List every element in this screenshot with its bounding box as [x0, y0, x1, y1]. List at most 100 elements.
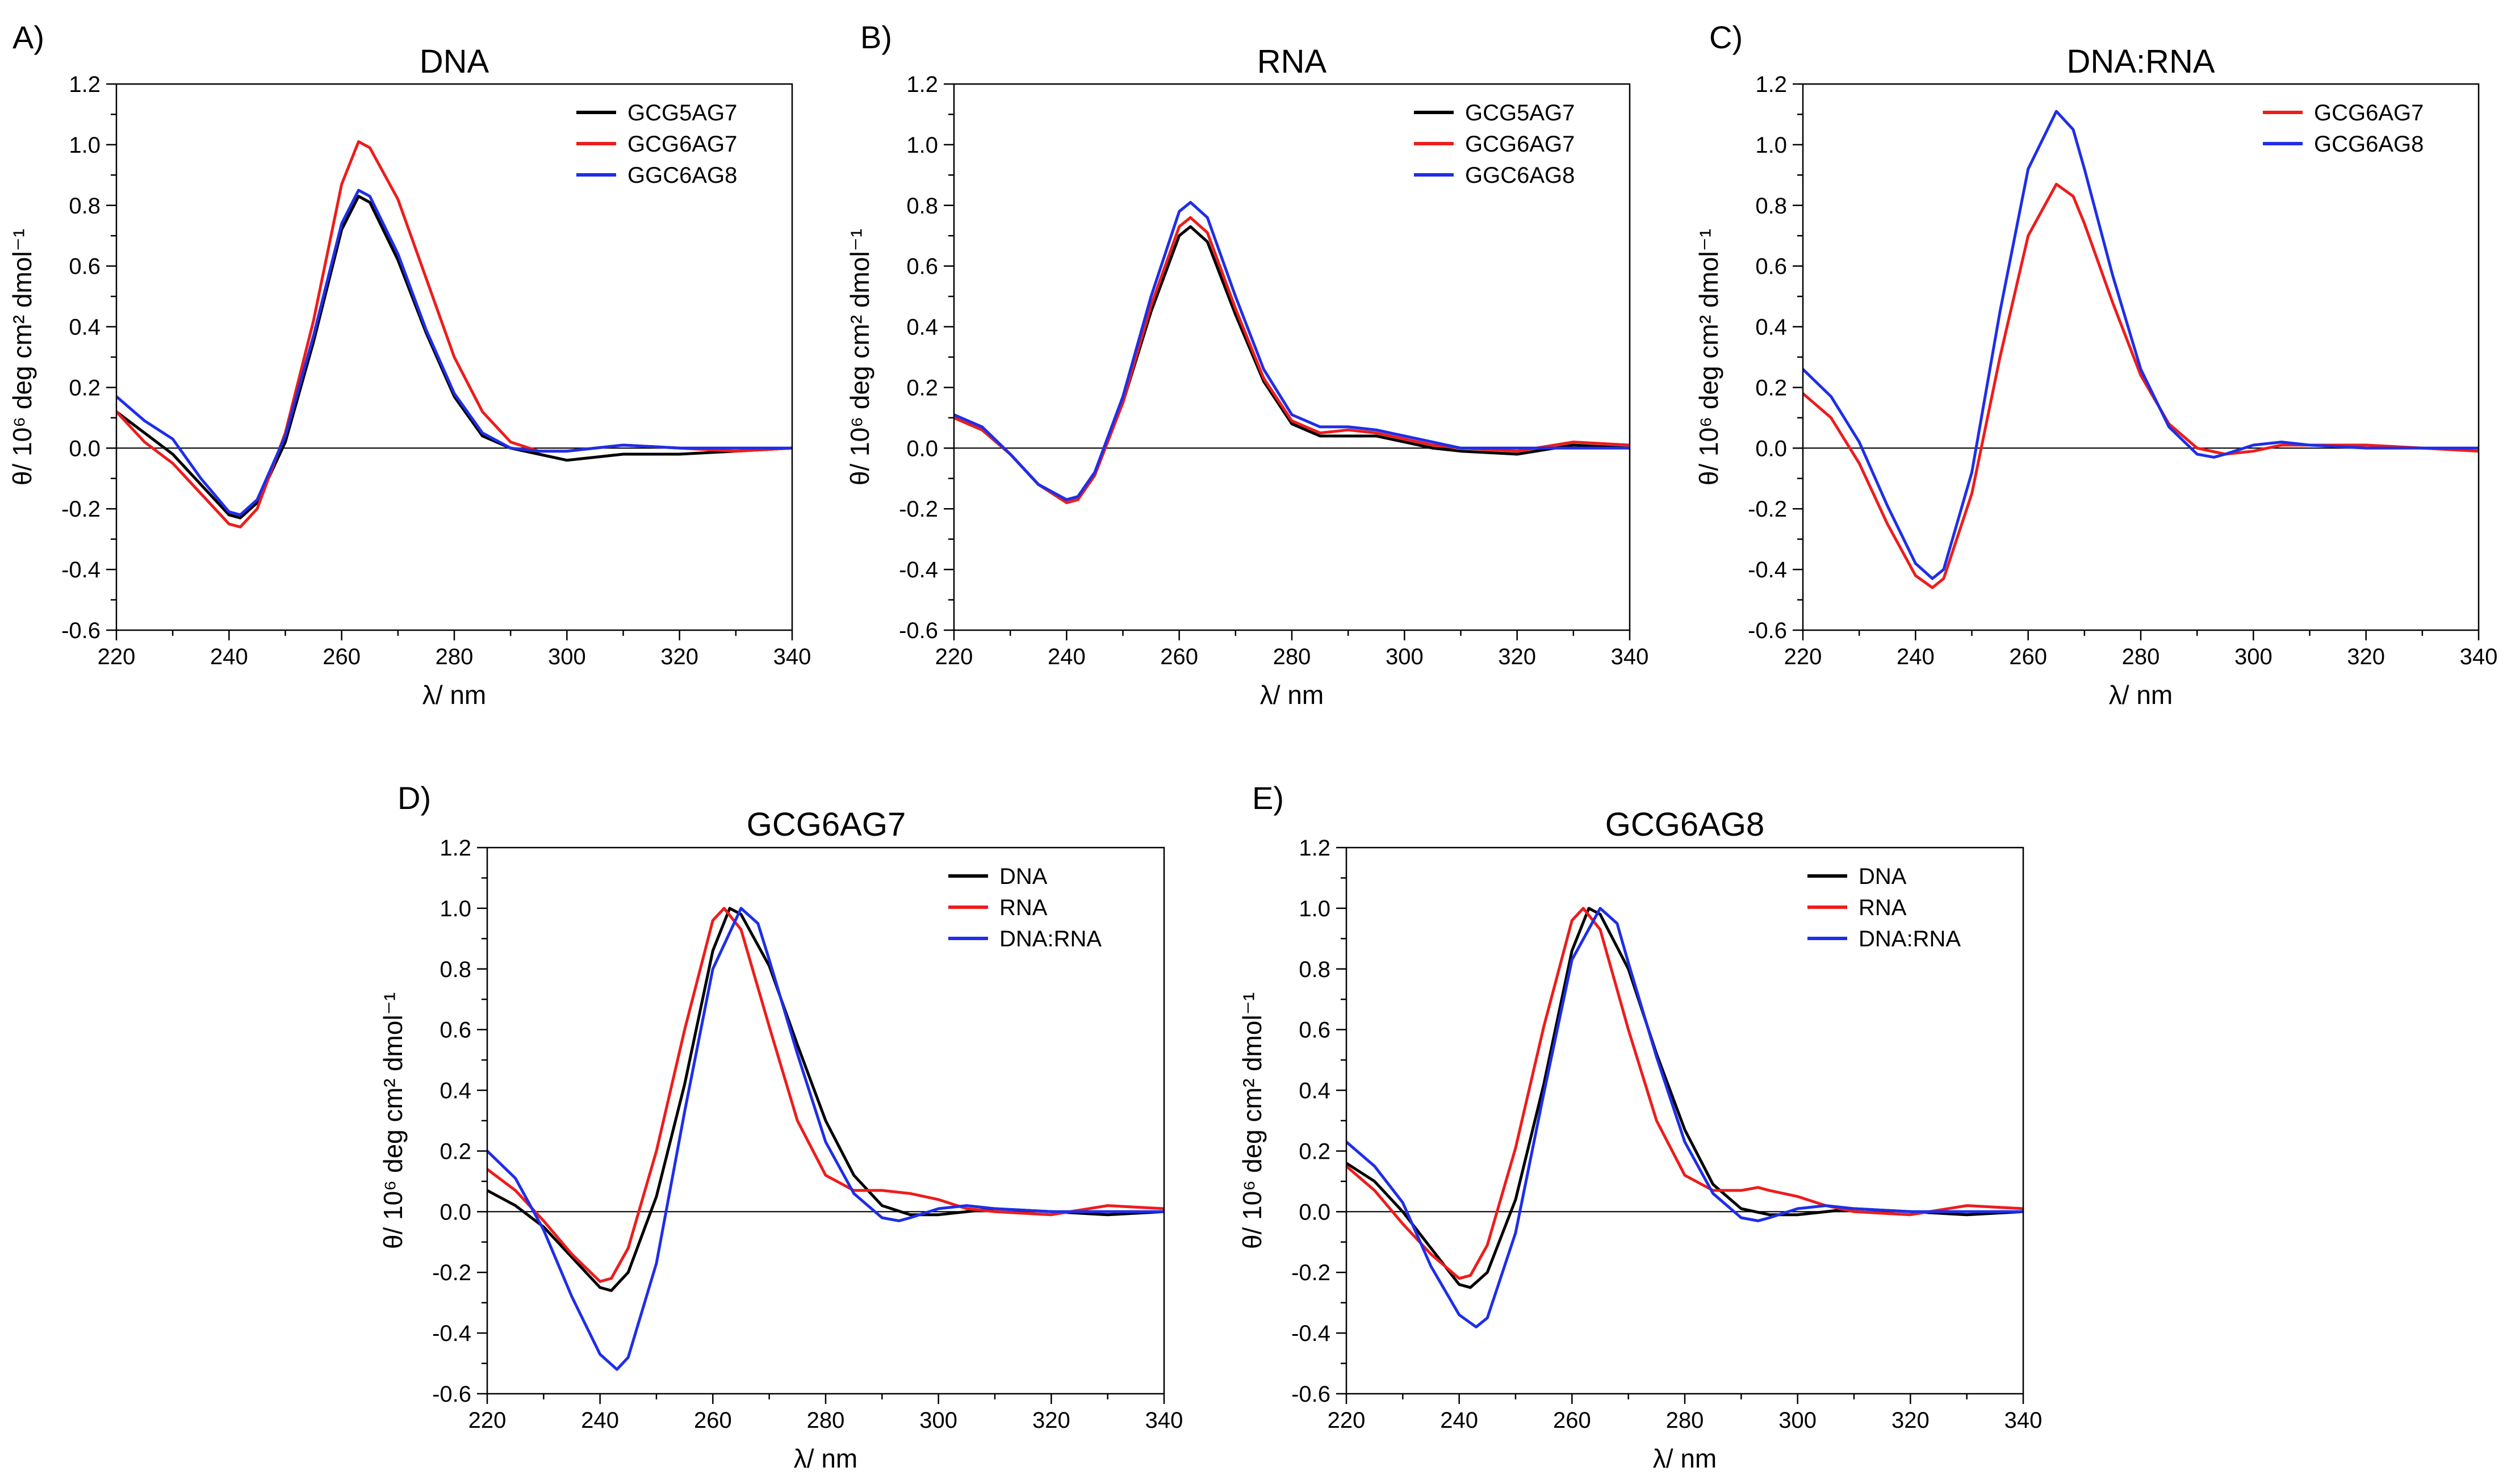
y-tick-label: 0.2 — [1299, 1139, 1330, 1164]
panel-e: E) GCG6AG8 220 240 260 280 300 320 340 -0.6 -0.4 -0… — [1237, 780, 2042, 1473]
series-line-ggc6ag8 — [954, 200, 1630, 501]
x-tick-label: 300 — [1386, 644, 1424, 669]
y-tick-label: 0.4 — [440, 1079, 471, 1104]
x-tick-label: 320 — [1891, 1408, 1930, 1433]
series-line-gcg5ag7 — [116, 195, 792, 519]
x-tick-label: 300 — [548, 644, 586, 669]
legend-label: GCG6AG7 — [1465, 132, 1575, 157]
y-tick-label: 1.0 — [69, 133, 101, 158]
legend-label: RNA — [1859, 895, 1907, 920]
y-tick-label: -0.6 — [1748, 618, 1787, 643]
y-tick-label: 0.6 — [906, 254, 938, 279]
y-tick-label: 0.8 — [906, 194, 938, 219]
legend: GCG6AG7 GCG6AG8 — [2263, 100, 2424, 157]
x-tick-label: 320 — [660, 644, 698, 669]
x-tick-label: 280 — [436, 644, 474, 669]
series-line-gcg6ag7 — [116, 140, 792, 529]
series-line-dna-rna — [1346, 907, 2023, 1328]
y-tick-label: -0.6 — [432, 1382, 471, 1407]
y-tick-label: -0.4 — [899, 557, 938, 582]
legend-label: GCG5AG7 — [1465, 100, 1575, 125]
y-tick-label: 0.8 — [1299, 957, 1330, 982]
panel-c: C) DNA:RNA 220 240 260 280 300 320 340 -0.6 -0.4 -0… — [1694, 19, 2497, 710]
y-axis-label: θ/ 10⁶ deg cm² dmol⁻¹ — [1237, 992, 1267, 1249]
y-tick-label: 0.2 — [906, 375, 938, 400]
panel-d: D) GCG6AG7 220 240 260 280 300 320 340 -0.6 -0.4 -0… — [378, 780, 1183, 1473]
y-tick-label: 0.2 — [69, 375, 101, 400]
x-tick-label: 220 — [1784, 644, 1822, 669]
x-tick-label: 280 — [1666, 1408, 1704, 1433]
x-tick-label: 220 — [1328, 1408, 1366, 1433]
x-axis-label: λ/ nm — [1260, 680, 1324, 710]
series-group — [1803, 110, 2479, 589]
y-axis-label: θ/ 10⁶ deg cm² dmol⁻¹ — [378, 992, 408, 1249]
x-axis-label: λ/ nm — [2109, 680, 2173, 710]
x-tick-label: 320 — [2347, 644, 2385, 669]
y-tick-label: -0.6 — [1291, 1382, 1330, 1407]
x-tick-label: 260 — [323, 644, 361, 669]
series-group — [1346, 907, 2023, 1328]
y-tick-label: -0.2 — [432, 1260, 471, 1285]
y-tick-label: 0.2 — [1755, 375, 1787, 400]
legend-label: GCG6AG7 — [627, 132, 737, 157]
y-tick-label: 1.2 — [69, 72, 101, 97]
y-tick-label: 0.0 — [440, 1200, 471, 1225]
y-tick-label: -0.6 — [61, 618, 101, 643]
y-tick-label: 1.2 — [1755, 72, 1787, 97]
y-tick-label: 0.8 — [440, 957, 471, 982]
series-line-gcg6ag7 — [1803, 182, 2479, 589]
x-tick-label: 260 — [2009, 644, 2047, 669]
legend-label: DNA — [1859, 864, 1907, 889]
y-tick-label: -0.6 — [899, 618, 938, 643]
y-tick-label: 0.8 — [69, 194, 101, 219]
legend-label: RNA — [999, 895, 1048, 920]
legend-label: GGC6AG8 — [1465, 163, 1575, 188]
x-tick-label: 240 — [210, 644, 248, 669]
series-group — [954, 200, 1630, 504]
x-axis-label: λ/ nm — [422, 680, 486, 710]
series-group — [487, 907, 1164, 1371]
x-tick-label: 300 — [919, 1408, 957, 1433]
chart-title: DNA — [420, 43, 489, 80]
y-tick-label: 1.0 — [906, 133, 938, 158]
x-tick-label: 340 — [1611, 644, 1649, 669]
y-tick-label: -0.4 — [1748, 557, 1787, 582]
x-tick-label: 300 — [1778, 1408, 1817, 1433]
x-tick-label: 220 — [935, 644, 973, 669]
y-tick-label: 1.0 — [1299, 896, 1330, 921]
series-line-gcg5ag7 — [954, 225, 1630, 501]
x-axis-label: λ/ nm — [794, 1444, 857, 1473]
legend: DNA RNA DNA:RNA — [948, 864, 1102, 951]
y-tick-label: 0.0 — [69, 436, 101, 461]
panel-letter: E) — [1252, 780, 1284, 816]
series-group — [116, 140, 792, 529]
panel-letter: C) — [1709, 19, 1743, 55]
y-tick-label: 1.2 — [440, 836, 471, 861]
legend: GCG5AG7 GCG6AG7 GGC6AG8 — [1414, 100, 1575, 188]
panel-letter: A) — [12, 19, 44, 55]
legend-label: GGC6AG8 — [627, 163, 737, 188]
y-tick-label: 0.4 — [906, 315, 938, 340]
series-line-gcg6ag7 — [954, 216, 1630, 504]
chart-title: RNA — [1257, 43, 1327, 80]
x-tick-label: 240 — [581, 1408, 619, 1433]
x-tick-label: 260 — [694, 1408, 732, 1433]
series-line-rna — [1346, 907, 2023, 1280]
x-tick-label: 240 — [1440, 1408, 1478, 1433]
y-tick-label: 0.6 — [1299, 1018, 1330, 1043]
x-tick-label: 240 — [1897, 644, 1935, 669]
legend-label: GCG6AG8 — [2314, 132, 2424, 157]
y-tick-label: 0.0 — [1299, 1200, 1330, 1225]
series-line-gcg6ag8 — [1803, 110, 2479, 580]
x-tick-label: 340 — [2460, 644, 2498, 669]
series-line-rna — [487, 907, 1164, 1283]
x-tick-label: 220 — [98, 644, 136, 669]
x-tick-label: 320 — [1032, 1408, 1070, 1433]
x-tick-label: 340 — [1145, 1408, 1183, 1433]
panel-letter: B) — [860, 19, 892, 55]
y-tick-label: -0.2 — [1748, 497, 1787, 522]
y-tick-label: -0.4 — [61, 557, 101, 582]
x-tick-label: 240 — [1048, 644, 1086, 669]
y-axis-label: θ/ 10⁶ deg cm² dmol⁻¹ — [845, 229, 874, 485]
